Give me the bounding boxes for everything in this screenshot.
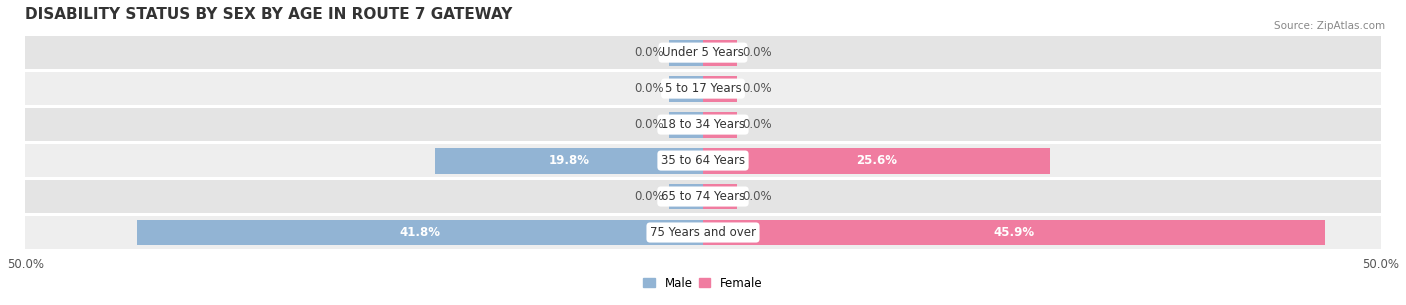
Bar — [703, 40, 737, 66]
Text: 25.6%: 25.6% — [856, 154, 897, 167]
Text: Source: ZipAtlas.com: Source: ZipAtlas.com — [1274, 21, 1385, 31]
Text: 0.0%: 0.0% — [742, 190, 772, 203]
Legend: Male, Female: Male, Female — [638, 272, 768, 295]
Text: DISABILITY STATUS BY SEX BY AGE IN ROUTE 7 GATEWAY: DISABILITY STATUS BY SEX BY AGE IN ROUTE… — [25, 7, 513, 22]
Text: Under 5 Years: Under 5 Years — [662, 46, 744, 59]
Text: 0.0%: 0.0% — [742, 118, 772, 131]
Bar — [669, 112, 703, 138]
Bar — [25, 72, 1381, 105]
Bar — [669, 76, 703, 102]
Text: 41.8%: 41.8% — [399, 226, 440, 239]
Text: 75 Years and over: 75 Years and over — [650, 226, 756, 239]
Text: 65 to 74 Years: 65 to 74 Years — [661, 190, 745, 203]
Text: 0.0%: 0.0% — [634, 190, 664, 203]
Bar — [669, 184, 703, 210]
Text: 5 to 17 Years: 5 to 17 Years — [665, 82, 741, 95]
Text: 0.0%: 0.0% — [634, 118, 664, 131]
Text: 35 to 64 Years: 35 to 64 Years — [661, 154, 745, 167]
Bar — [25, 144, 1381, 177]
Bar — [25, 180, 1381, 213]
Bar — [434, 148, 703, 174]
Text: 0.0%: 0.0% — [742, 82, 772, 95]
Text: 18 to 34 Years: 18 to 34 Years — [661, 118, 745, 131]
Text: 0.0%: 0.0% — [742, 46, 772, 59]
Bar — [703, 220, 1324, 246]
Bar — [136, 220, 703, 246]
Text: 0.0%: 0.0% — [634, 46, 664, 59]
Bar — [25, 36, 1381, 69]
Bar — [669, 40, 703, 66]
Text: 0.0%: 0.0% — [634, 82, 664, 95]
Bar — [703, 76, 737, 102]
Bar — [25, 108, 1381, 141]
Bar — [703, 184, 737, 210]
Text: 19.8%: 19.8% — [548, 154, 589, 167]
Text: 45.9%: 45.9% — [994, 226, 1035, 239]
Bar — [703, 148, 1050, 174]
Bar — [703, 112, 737, 138]
Bar — [25, 216, 1381, 249]
